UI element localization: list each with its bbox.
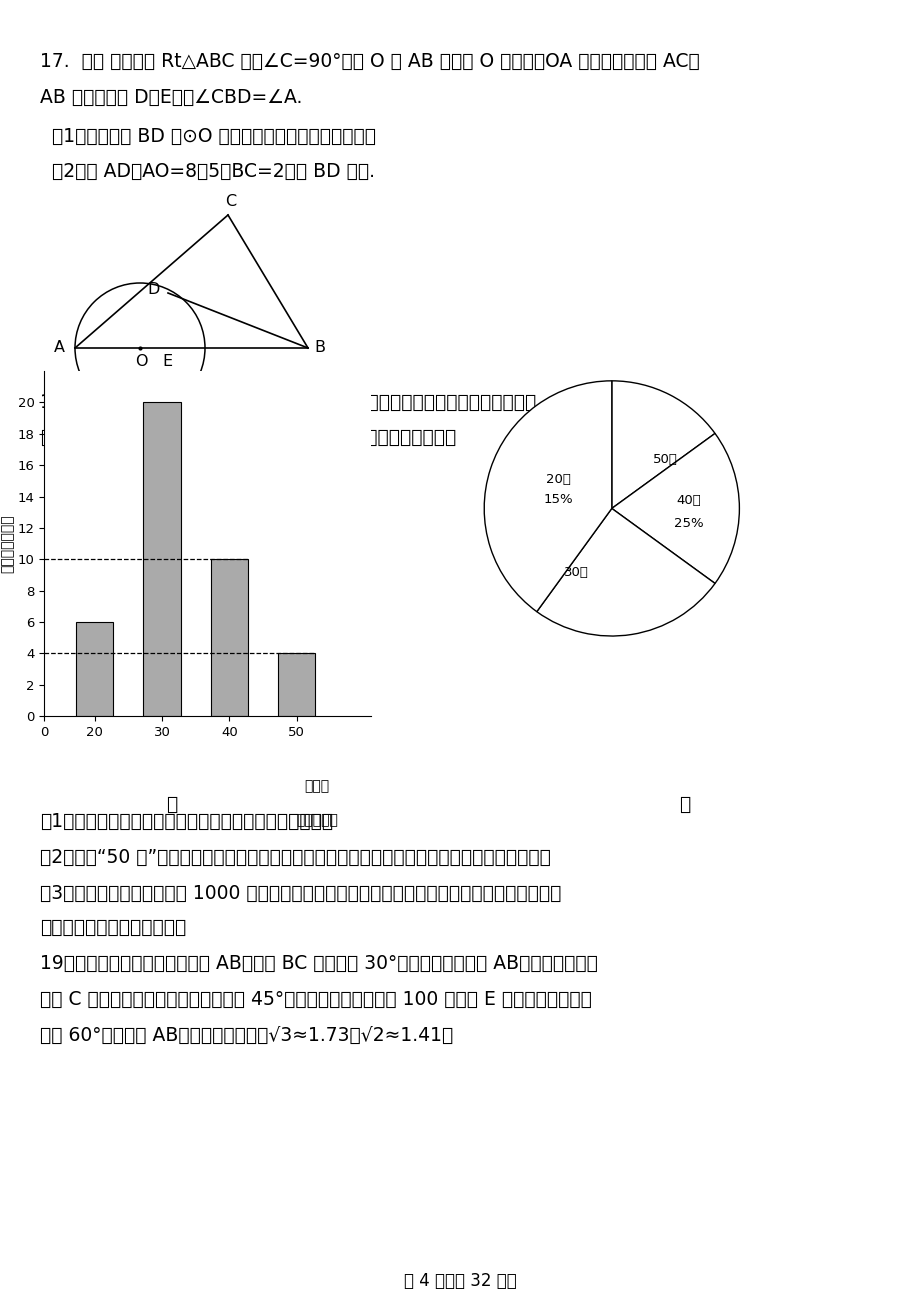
Text: 第 4 页（共 32 页）: 第 4 页（共 32 页） (403, 1272, 516, 1290)
Text: 50元: 50元 (652, 453, 677, 466)
Text: 甲: 甲 (166, 796, 177, 814)
Text: 形统计图: 形统计图 (47, 471, 84, 486)
Wedge shape (611, 434, 739, 583)
Text: （1）校团委随机调查了多少学生？请你补全条形统计图；: （1）校团委随机调查了多少学生？请你补全条形统计图； (40, 812, 333, 831)
Text: 了如图甲、乙所示的两个统计图（部分未完成）．请根据图中信息，回答下列问题：: 了如图甲、乙所示的两个统计图（部分未完成）．请根据图中信息，回答下列问题： (40, 428, 456, 447)
Text: （2）若 AD：AO=8：5，BC=2，求 BD 的长.: （2）若 AD：AO=8：5，BC=2，求 BD 的长. (52, 161, 375, 181)
Bar (143, 402, 180, 716)
Text: 17.  已知 如图，在 Rt△ABC 中，∠C=90°，点 O 在 AB 上，以 O 为圆心，OA 长为半径的圆与 AC，: 17. 已知 如图，在 Rt△ABC 中，∠C=90°，点 O 在 AB 上，以… (40, 52, 699, 72)
Text: 山脚 C 处为一测量点，测得塔顶仰角为 45°，然后顺山坡向上行走 100 米到达 E 处，再测得塔顶仰: 山脚 C 处为一测量点，测得塔顶仰角为 45°，然后顺山坡向上行走 100 米到… (40, 990, 591, 1009)
Text: （1）判断直线 BD 与⊙O 的位置关系，并证明你的结论；: （1）判断直线 BD 与⊙O 的位置关系，并证明你的结论； (52, 128, 376, 146)
Text: E: E (162, 354, 172, 370)
Text: A: A (53, 340, 64, 354)
Text: 20元: 20元 (545, 473, 570, 486)
Text: C: C (225, 194, 236, 210)
Text: D: D (148, 283, 160, 297)
Text: 角为 60°，求塔高 AB（结果保留整数，√3≈1.73，√2≈1.41）: 角为 60°，求塔高 AB（结果保留整数，√3≈1.73，√2≈1.41） (40, 1026, 453, 1046)
Text: 18．了解学生零花錢的使用情况，校团委随机调查了本校部分学生每人一周的零花錢数额，并绘制: 18．了解学生零花錢的使用情况，校团委随机调查了本校部分学生每人一周的零花錢数额… (40, 393, 536, 411)
Bar (210, 560, 247, 716)
Text: （2）表示“50 元”的扇形的圆心角是多少度？被调查的学生每人一周零花錢数的中位数是多少元？: （2）表示“50 元”的扇形的圆心角是多少度？被调查的学生每人一周零花錢数的中位… (40, 848, 550, 867)
Text: 乙: 乙 (678, 796, 690, 814)
Text: 数额（元）: 数额（元） (296, 814, 337, 827)
Text: 估算全校学生共据款多少元？: 估算全校学生共据款多少元？ (40, 918, 186, 937)
Text: 该校部分学生每人一周零花錢数额: 该校部分学生每人一周零花錢数额 (550, 461, 686, 477)
Text: 25%: 25% (673, 517, 702, 530)
Bar (278, 654, 315, 716)
Text: 15%: 15% (543, 493, 573, 506)
Text: 该校部分学生每人一周零花錢数额条: 该校部分学生每人一周零花錢数额条 (47, 453, 193, 467)
Text: O: O (134, 354, 147, 370)
Wedge shape (611, 380, 714, 509)
Text: 零花錢: 零花錢 (304, 779, 329, 793)
Wedge shape (536, 509, 714, 635)
Text: B: B (314, 340, 325, 354)
Text: （3）四川雅安地震后，全校 1000 名学生每人自发地据出一周零花錢的一半，以支援灾区建设．请: （3）四川雅安地震后，全校 1000 名学生每人自发地据出一周零花錢的一半，以支… (40, 884, 561, 904)
Y-axis label: 学生人数（人）: 学生人数（人） (1, 514, 15, 573)
Wedge shape (483, 380, 611, 612)
Text: 19．如图，小山顶上有一信号塔 AB，山坡 BC 的倾角为 30°，现为了测量塔高 AB，测量人员选择: 19．如图，小山顶上有一信号塔 AB，山坡 BC 的倾角为 30°，现为了测量塔… (40, 954, 597, 973)
Text: AB 分别交于点 D，E，且∠CBD=∠A.: AB 分别交于点 D，E，且∠CBD=∠A. (40, 89, 302, 107)
Text: 40元: 40元 (675, 495, 700, 508)
Text: 30元: 30元 (563, 566, 588, 578)
Text: 扇形统计图: 扇形统计图 (550, 479, 595, 493)
Bar (76, 622, 113, 716)
